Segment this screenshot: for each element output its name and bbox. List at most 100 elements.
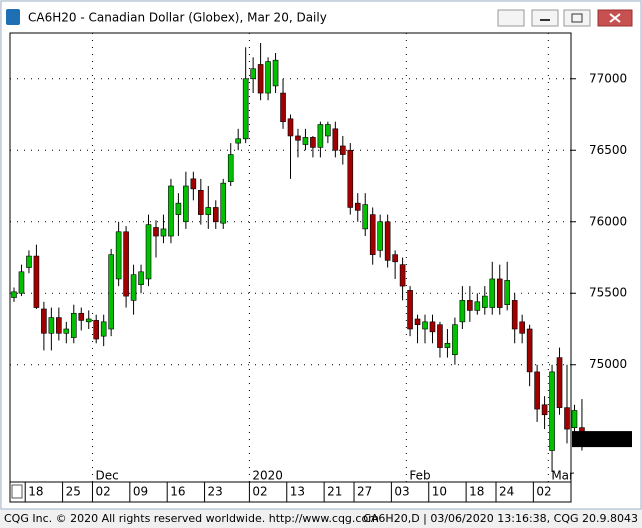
candle-body	[175, 202, 182, 215]
candle-body	[56, 317, 62, 334]
footer-right: CA6H20,D | 03/06/2020 13:16:38, CQG 20.9…	[363, 512, 638, 525]
candle-body	[354, 202, 361, 211]
candle-body	[85, 318, 92, 323]
candle-body	[571, 410, 578, 428]
candle-body	[145, 224, 152, 280]
candle-body	[414, 318, 421, 326]
maximize-button[interactable]	[563, 9, 591, 27]
y-tick-label: 75000	[589, 357, 627, 371]
candle-body	[26, 255, 32, 268]
candle-body	[250, 68, 256, 80]
axis-box	[11, 484, 23, 499]
x-tick-label: 24	[499, 485, 514, 499]
candle-body	[108, 254, 114, 330]
candle-body	[115, 231, 122, 280]
candle-body	[190, 178, 197, 190]
candle-body	[362, 204, 369, 230]
candle-body	[33, 255, 40, 308]
candle-body	[511, 300, 518, 330]
last-price-box	[572, 431, 632, 448]
candle-body	[541, 404, 548, 416]
x-tick-label: 03	[394, 485, 409, 499]
candle-body	[168, 185, 174, 237]
month-label: Dec	[95, 469, 118, 483]
candle-body	[212, 207, 219, 223]
candle-body	[534, 371, 540, 410]
x-tick-label: 18	[28, 485, 43, 499]
y-tick-label: 76500	[589, 143, 627, 157]
candle-body	[100, 321, 107, 337]
candle-body	[63, 328, 70, 334]
link-button[interactable]	[497, 9, 525, 27]
candle-body	[467, 300, 473, 311]
candle-body	[41, 308, 47, 334]
candle-body	[302, 137, 309, 145]
month-label: 2020	[252, 469, 283, 483]
candle-body	[265, 61, 271, 94]
close-icon	[609, 13, 621, 23]
candle-body	[70, 312, 77, 338]
candle-body	[18, 271, 25, 294]
candle-body	[220, 182, 227, 224]
candle-body	[444, 342, 451, 348]
candle-body	[437, 324, 443, 348]
candle-body	[317, 124, 324, 148]
minimize-button[interactable]	[531, 9, 559, 27]
candle-body	[549, 371, 555, 451]
candle-body	[235, 138, 241, 144]
x-tick-label: 18	[469, 485, 484, 499]
candle-body	[384, 221, 391, 261]
candle-body	[422, 321, 428, 330]
candle-body	[519, 321, 525, 334]
candle-body	[93, 320, 100, 340]
candle-body	[272, 59, 279, 87]
candle-body	[407, 290, 413, 330]
maximize-icon	[571, 13, 583, 23]
candle-body	[347, 149, 354, 208]
candle-body	[332, 128, 339, 151]
footer-left: CQG Inc. © 2020 All rights reserved worl…	[4, 512, 379, 525]
candle-body	[340, 145, 346, 155]
candle-body	[526, 328, 533, 373]
x-tick-label: 02	[95, 485, 110, 499]
candle-body	[160, 228, 167, 237]
candle-body	[242, 78, 249, 140]
candle-body	[452, 324, 458, 356]
y-tick-label: 75500	[589, 286, 627, 300]
app-icon	[6, 9, 20, 25]
candle-body	[257, 64, 264, 94]
x-tick-label: 25	[66, 485, 81, 499]
candle-body	[280, 92, 286, 122]
candle-body	[183, 185, 189, 223]
candle-body	[504, 280, 511, 305]
candle-body	[48, 317, 55, 334]
candle-body	[123, 231, 129, 297]
candle-body	[138, 271, 144, 285]
candle-body	[325, 124, 331, 137]
candle-body	[496, 278, 503, 308]
x-tick-label: 13	[290, 485, 305, 499]
candle-body	[310, 137, 316, 148]
candle-body	[153, 227, 159, 237]
candle-body	[481, 295, 488, 308]
candle-body	[205, 207, 212, 215]
month-label: Feb	[409, 469, 430, 483]
candle-body	[11, 291, 17, 298]
plot-area	[9, 32, 572, 483]
x-tick-label: 02	[252, 485, 267, 499]
candle-body	[564, 407, 570, 430]
candle-body	[287, 118, 294, 137]
candle-body	[377, 221, 383, 251]
x-tick-label: 21	[327, 485, 342, 499]
y-tick-label: 77000	[589, 71, 627, 85]
candle-body	[78, 312, 85, 321]
x-tick-label: 02	[536, 485, 551, 499]
candle-body	[369, 214, 376, 255]
candle-body	[295, 135, 301, 141]
candle-body	[399, 264, 406, 287]
candle-body	[489, 278, 496, 308]
candle-body	[227, 154, 234, 183]
candle-body	[429, 321, 436, 333]
x-tick-label: 23	[208, 485, 223, 499]
